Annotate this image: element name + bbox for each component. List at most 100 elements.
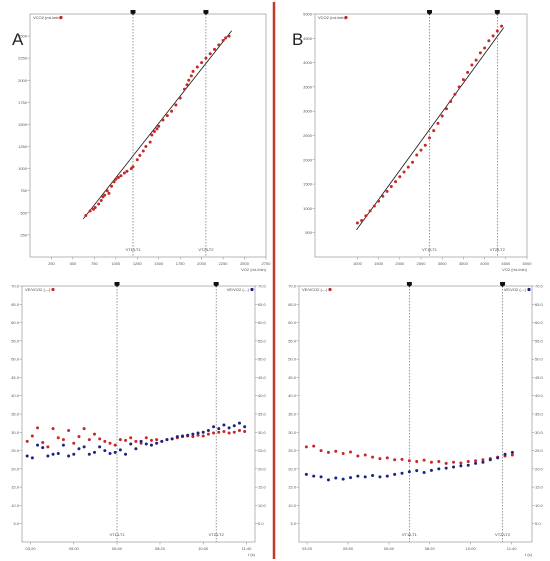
data-point-series-1: [221, 39, 225, 43]
data-point-series-1: [189, 74, 193, 78]
x-tick-label: 2500: [240, 261, 250, 266]
data-point-series-1: [326, 450, 330, 454]
y-tick-label: 55.0: [288, 338, 297, 343]
y-tick-label: 35.0: [288, 412, 297, 417]
data-point-series-2: [82, 445, 86, 449]
data-point-series-1: [243, 430, 247, 434]
data-point-series-2: [36, 443, 40, 447]
threshold-marker-icon: [426, 10, 432, 15]
data-point-series-1: [103, 439, 107, 443]
data-point-series-1: [422, 458, 426, 462]
data-point-series-1: [157, 124, 161, 128]
data-point-series-1: [341, 451, 345, 455]
y-tick-label: 20.0: [288, 466, 297, 471]
data-point-series-1: [393, 458, 397, 462]
y2-tick-label: 25.0: [258, 448, 267, 453]
y-tick-label: 70.0: [288, 284, 297, 289]
data-point-series-2: [25, 454, 29, 458]
y-tick-label: 70.0: [11, 284, 20, 289]
data-point-series-1: [400, 457, 404, 461]
data-point-series-1: [453, 92, 457, 96]
y-tick-label: 500: [20, 210, 27, 215]
y2-tick-label: 20.0: [535, 466, 544, 471]
data-point-series-2: [108, 451, 112, 455]
x-axis-label: t (s): [248, 552, 256, 557]
data-point-series-1: [114, 177, 118, 181]
x-tick-label: 1500: [374, 261, 384, 266]
x-tick-label: 2750: [262, 261, 272, 266]
y2-tick-label: 55.0: [258, 338, 267, 343]
data-point-series-1: [415, 153, 419, 157]
data-point-series-2: [459, 464, 463, 468]
data-point-series-1: [237, 428, 241, 432]
x-tick-label: 1000: [353, 261, 363, 266]
y-tick-label: 2250: [18, 56, 28, 61]
chart-b-vco2-vs-vo2: 1000 1500 2000 2500 3000 3500 4000 4500 5000 500 1…: [303, 10, 532, 272]
data-point-series-1: [98, 437, 102, 441]
plot-frame: [21, 285, 256, 543]
y-tick-label: 3500: [303, 84, 313, 89]
data-point-series-2: [201, 430, 205, 434]
x-tick-label: 08:20: [425, 546, 436, 551]
data-point-series-1: [474, 58, 478, 62]
x-tick-label: 1250: [133, 261, 143, 266]
y2-tick-label: 10.0: [535, 503, 544, 508]
data-point-series-2: [415, 469, 419, 473]
data-point-series-2: [181, 434, 185, 438]
data-point-series-2: [496, 456, 500, 460]
data-point-series-2: [319, 475, 323, 479]
data-point-series-2: [474, 461, 478, 465]
x-tick-label: 05:00: [69, 546, 80, 551]
data-point-series-2: [92, 450, 96, 454]
data-point-series-1: [487, 39, 491, 43]
data-point-series-1: [148, 140, 152, 144]
y-tick-label: 2000: [18, 78, 28, 83]
data-point-series-2: [98, 445, 102, 449]
legend-label-left: VE/VCO2 (---): [25, 287, 51, 292]
data-point-series-2: [217, 427, 221, 431]
data-point-series-1: [444, 461, 448, 465]
y-tick-label: 10.0: [11, 503, 20, 508]
data-point-series-1: [113, 443, 117, 447]
regression-line: [82, 30, 232, 220]
data-point-series-2: [378, 475, 382, 479]
data-point-series-2: [222, 423, 226, 427]
data-point-series-2: [237, 421, 241, 425]
data-point-series-2: [30, 456, 34, 460]
data-point-series-1: [82, 427, 86, 431]
y-tick-label: 55.0: [11, 338, 20, 343]
data-point-series-1: [371, 455, 375, 459]
data-point-series-2: [113, 450, 117, 454]
chart-a-vco2-vs-vo2: 250 500 750 1000 1250 1500 1750 2000 2250 2500 275…: [18, 10, 271, 272]
data-point-series-1: [131, 165, 135, 169]
legend-label-right: VE/VO2 (---): [227, 287, 250, 292]
data-point-series-2: [243, 425, 247, 429]
y-tick-label: 25.0: [288, 448, 297, 453]
y-tick-label: 30.0: [288, 430, 297, 435]
data-point-series-2: [349, 476, 353, 480]
data-point-series-2: [407, 470, 411, 474]
chart-a-ventilatory-equivalents: 03:20 05:00 06:40 08:20 10:00 11:40 5.0 10.0 15.…: [11, 282, 267, 557]
data-point-series-2: [61, 443, 65, 447]
data-point-series-1: [483, 46, 487, 50]
data-point-series-1: [312, 444, 316, 448]
data-point-series-1: [461, 78, 465, 82]
y2-tick-label: 30.0: [535, 430, 544, 435]
data-point-series-2: [155, 441, 159, 445]
data-point-series-2: [212, 425, 216, 429]
y-tick-label: 25.0: [11, 448, 20, 453]
threshold-marker-icon: [130, 10, 136, 15]
legend-label: VCO2 (mL/min): [318, 15, 346, 20]
x-tick-label: 05:00: [343, 546, 354, 551]
threshold-label-1: VT1/LT1: [422, 247, 438, 252]
data-point-series-2: [334, 476, 338, 480]
data-point-series-1: [51, 427, 55, 431]
data-point-series-1: [304, 445, 308, 449]
data-point-series-2: [206, 428, 210, 432]
data-point-series-1: [107, 191, 111, 195]
y-tick-label: 3000: [303, 109, 313, 114]
data-point-series-1: [372, 204, 376, 208]
data-point-series-1: [93, 206, 97, 210]
data-point-series-1: [481, 458, 485, 462]
data-point-series-1: [200, 61, 204, 65]
